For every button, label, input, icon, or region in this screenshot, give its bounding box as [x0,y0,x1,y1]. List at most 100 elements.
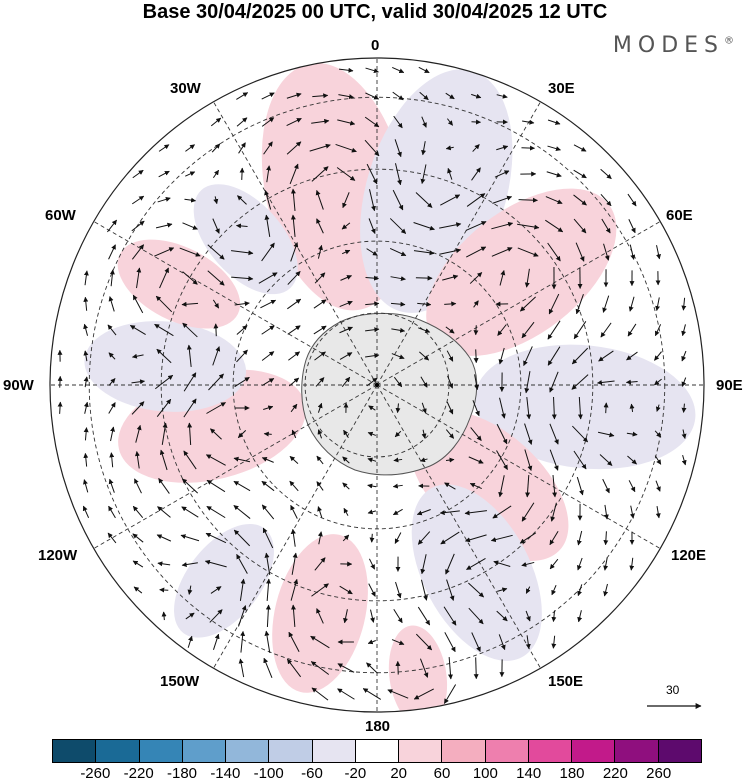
wind-vector [603,504,609,520]
wind-vector [419,658,429,678]
wind-vector [108,296,115,312]
wind-vector [625,379,638,385]
wind-vector [392,189,404,211]
meridian-line [213,384,378,669]
wind-vector [517,223,540,230]
wind-vector [443,606,457,626]
wind-vector [389,218,407,234]
wind-vector [154,374,174,390]
wind-vector [367,457,377,463]
wind-vector [655,480,661,492]
wind-vector [187,422,193,446]
wind-vector [290,403,298,413]
wind-vector [394,163,402,186]
wind-vector [208,373,224,391]
colorbar-swatch [441,740,485,762]
colorbar-swatch [354,740,399,762]
colorbar-tick-label: -20 [344,765,367,782]
wind-vector [418,66,430,74]
wind-vector [603,531,609,546]
wind-vector [519,532,537,544]
wind-vector [364,139,380,157]
label-90e: 90E [716,377,743,394]
wind-vector [439,222,462,229]
wind-vector [420,164,427,185]
wind-vector [395,660,401,675]
anomaly-contour [117,239,241,329]
wind-vector [421,141,427,156]
wind-vector [393,609,403,624]
wind-vector [211,143,221,153]
wind-vector [342,534,350,542]
wind-vector [185,612,195,620]
wind-vector [492,505,512,519]
wind-vector [418,327,431,333]
wind-vector [550,502,557,522]
wind-vector [627,323,637,337]
wind-vector [417,301,432,307]
wind-vector [655,506,661,519]
wind-vector [362,688,382,700]
colorbar-tick-label: 100 [472,765,498,782]
anomaly-center [411,484,542,661]
wind-vector [445,429,455,439]
wind-vector [343,429,349,439]
label-150e: 150E [548,673,584,690]
wind-vector [135,424,142,443]
anomaly-contour [388,625,448,712]
wind-vector [83,296,89,311]
wind-vector [393,115,403,129]
wind-vector [206,479,226,493]
wind-vector [108,505,116,519]
wind-vector [185,171,196,177]
wind-vector [493,560,511,567]
wind-vector [159,267,169,289]
wind-vector [83,270,89,286]
wind-vector [233,456,251,463]
colorbar-swatch [311,740,355,762]
wind-vector [524,371,531,394]
wind-vector [83,427,89,441]
wind-vector [134,478,142,494]
wind-vector [83,452,89,467]
wind-vector [317,429,323,439]
wind-vector [131,220,145,232]
wind-vector [263,405,274,411]
wind-vector [498,347,505,365]
wind-vector [681,403,687,413]
wind-vector [181,506,199,518]
wind-vector [233,480,251,492]
wind-vector [183,372,197,392]
wind-vector [524,423,533,445]
wind-vector [290,242,299,262]
wind-vector [525,586,531,594]
anomaly-contour [84,321,247,412]
reference-vector-arrow [647,703,702,709]
wind-vector [83,401,89,414]
wind-vector [185,144,195,152]
wind-vector [155,222,173,229]
wind-vector [239,578,246,601]
wind-vector [365,275,379,281]
wind-vector [603,243,610,261]
colorbar-swatch [614,740,658,762]
wind-vector [236,325,248,335]
wind-vector [236,92,249,100]
anomaly-contour [411,484,542,661]
wind-vector [263,141,273,155]
wind-vector [551,635,557,649]
wind-vector [364,116,380,128]
wind-vector [602,295,610,313]
wind-vector [288,631,300,652]
wind-vector [629,505,635,519]
wind-vector [626,431,638,437]
wind-vector [156,534,172,542]
wind-vector [187,585,193,595]
wind-vector [83,350,89,362]
wind-vector [233,529,251,547]
wind-vector [464,534,487,543]
wind-vector [158,478,170,494]
wind-vector [496,423,508,445]
wind-vector [368,218,376,234]
wind-vector [465,221,487,231]
